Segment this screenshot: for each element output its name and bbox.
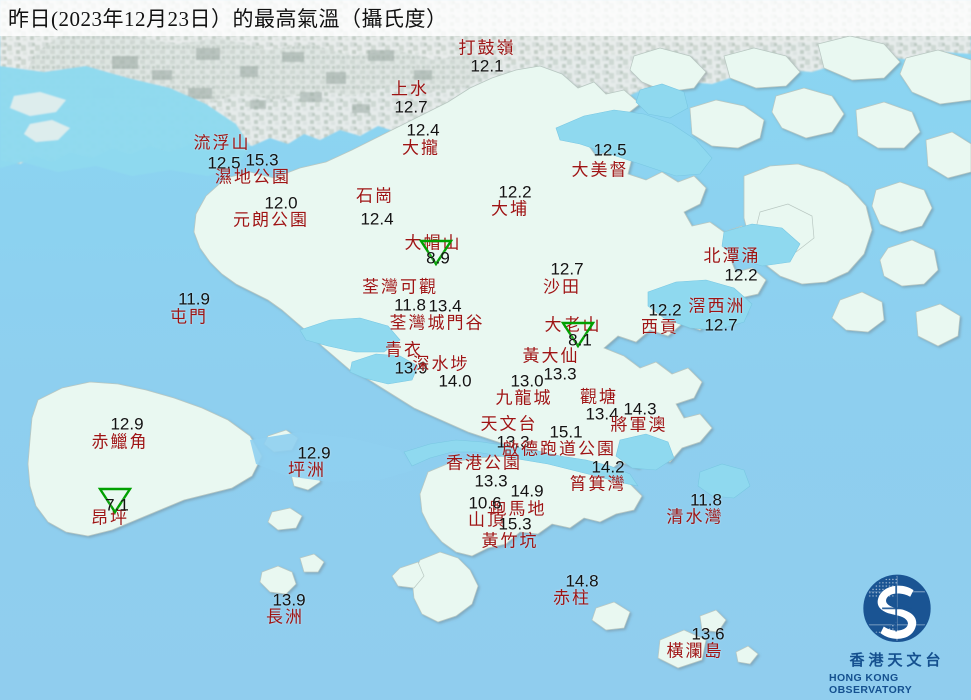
station-name: 黃大仙 (522, 346, 580, 366)
station-temperature-value: 8.9 (426, 248, 450, 268)
station-temperature-value: 12.9 (110, 414, 144, 434)
station-temperature-value: 13.3 (496, 432, 530, 452)
station-temperature-value: 13.3 (474, 471, 508, 491)
station-name: 清水灣 (666, 507, 724, 527)
station-name: 沙田 (543, 277, 581, 297)
station-temperature-value: 11.8 (394, 295, 426, 315)
station-temperature-value: 14.8 (565, 571, 599, 591)
station-name: 荃灣城門谷 (389, 313, 485, 333)
station-temperature-value: 12.5 (207, 153, 241, 173)
station-temperature-value: 12.1 (470, 56, 504, 76)
station-name: 大美督 (571, 160, 629, 180)
station-temperature-value: 13.9 (394, 358, 428, 378)
station-temperature-value: 12.2 (498, 182, 532, 202)
station-name: 九龍城 (495, 388, 553, 408)
station-name: 昂坪 (91, 508, 129, 528)
station-name: 香港公園 (446, 453, 522, 473)
station-temperature-value: 10.6 (468, 493, 502, 513)
station-temperature-value: 14.3 (623, 399, 657, 419)
station-name: 濕地公園 (215, 167, 291, 187)
station-temperature-value: 15.1 (549, 422, 583, 442)
station-name: 屯門 (170, 307, 208, 327)
station-name: 坪洲 (288, 460, 326, 480)
station-name: 上水 (391, 79, 429, 99)
station-temperature-value: 15.3 (498, 514, 532, 534)
station-temperature-value: 11.9 (178, 289, 210, 309)
station-name: 流浮山 (193, 133, 251, 153)
station-temperature-value: 12.0 (264, 193, 298, 213)
station-temperature-value: 7.1 (105, 495, 129, 515)
station-temperature-value: 13.9 (272, 590, 306, 610)
station-name: 啟德跑道公園 (502, 439, 616, 459)
station-temperature-value: 13.3 (543, 364, 577, 384)
station-name: 山頂 (468, 510, 506, 530)
hko-name-en: HONG KONG OBSERVATORY (829, 672, 913, 696)
station-name: 石崗 (356, 186, 394, 206)
station-temperature-value: 15.3 (245, 150, 279, 170)
map-title-bar: 昨日(2023年12月23日）的最高氣溫（攝氏度） (0, 0, 971, 36)
station-name: 將軍澳 (610, 415, 668, 435)
station-name: 黃竹坑 (481, 531, 539, 551)
sea-channels (250, 432, 414, 482)
station-name: 大老山 (544, 315, 602, 335)
station-temperature-value: 13.4 (428, 296, 462, 316)
station-name: 打鼓嶺 (458, 38, 516, 58)
station-temperature-value: 12.5 (593, 140, 627, 160)
hko-logo: 香港天文台 HONG KONG OBSERVATORY (829, 572, 965, 696)
station-name: 天文台 (480, 414, 538, 434)
hk-land-layer (27, 35, 971, 669)
page-title: 昨日(2023年12月23日）的最高氣溫（攝氏度） (8, 7, 448, 31)
station-temperature-value: 14.0 (438, 371, 472, 391)
hko-name-cn: 香港天文台 (849, 653, 945, 669)
station-temperature-value: 12.9 (297, 443, 331, 463)
station-name: 大埔 (491, 199, 529, 219)
station-temperature-value: 14.9 (510, 481, 544, 501)
station-name: 滘西洲 (688, 296, 746, 316)
station-name: 深水埗 (412, 354, 470, 374)
station-name: 赤鱲角 (91, 432, 149, 452)
station-name: 長洲 (266, 607, 304, 627)
station-name: 北潭涌 (703, 246, 761, 266)
station-temperature-value: 12.7 (550, 259, 584, 279)
station-name: 橫瀾島 (666, 641, 724, 661)
station-temperature-value: 13.4 (585, 404, 619, 424)
station-temperature-value: 12.7 (394, 97, 428, 117)
station-name: 跑馬地 (489, 499, 547, 519)
station-temperature-value: 11.8 (690, 490, 722, 510)
station-temperature-value: 12.4 (406, 120, 440, 140)
inner-water-layer (299, 83, 801, 499)
station-temperature-value: 13.0 (510, 371, 544, 391)
station-temperature-value: 12.2 (648, 300, 682, 320)
station-name: 西貢 (641, 317, 679, 337)
station-name: 筲箕灣 (569, 474, 627, 494)
station-temperature-value: 8.1 (568, 330, 592, 350)
station-temperature-value: 12.7 (704, 315, 738, 335)
station-temperature-value: 12.4 (360, 209, 394, 229)
station-temperature-value: 14.2 (591, 457, 625, 477)
station-name: 大攏 (402, 138, 440, 158)
station-temperature-value: 12.2 (724, 265, 758, 285)
station-temperature-value: 13.6 (691, 624, 725, 644)
station-name: 元朗公園 (233, 210, 309, 230)
station-name: 荃灣可觀 (362, 277, 438, 297)
station-name: 觀塘 (580, 387, 618, 407)
station-name: 青衣 (385, 340, 423, 360)
hko-swirl-icon (863, 574, 931, 643)
station-name: 赤柱 (553, 588, 591, 608)
